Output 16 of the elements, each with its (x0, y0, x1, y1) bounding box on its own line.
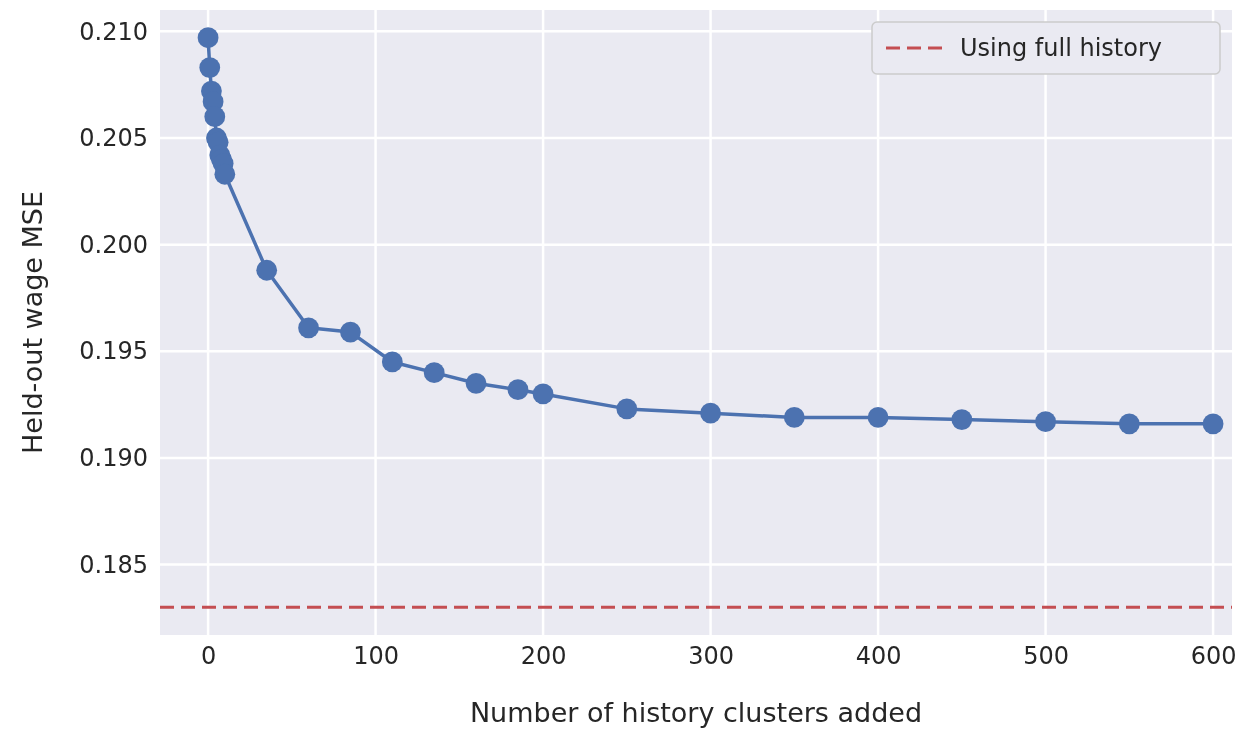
legend-label: Using full history (960, 34, 1162, 62)
x-tick-label: 200 (520, 642, 567, 671)
x-tick-label: 300 (688, 642, 734, 671)
y-tick-label: 0.190 (79, 444, 148, 473)
y-axis-title: Held-out wage MSE (17, 190, 48, 455)
y-tick-label: 0.195 (79, 337, 148, 366)
x-tick-label: 100 (353, 642, 399, 671)
x-tick-label: 500 (1023, 642, 1069, 671)
y-tick-label: 0.205 (79, 124, 148, 153)
x-tick-label: 400 (855, 642, 902, 671)
y-tick-label: 0.185 (79, 550, 148, 579)
y-tick-label: 0.200 (79, 230, 148, 259)
x-tick-label: 0 (200, 642, 217, 671)
x-axis-title: Number of history clusters added (469, 697, 923, 728)
x-tick-label: 600 (1190, 642, 1237, 671)
y-tick-label: 0.210 (79, 17, 148, 46)
